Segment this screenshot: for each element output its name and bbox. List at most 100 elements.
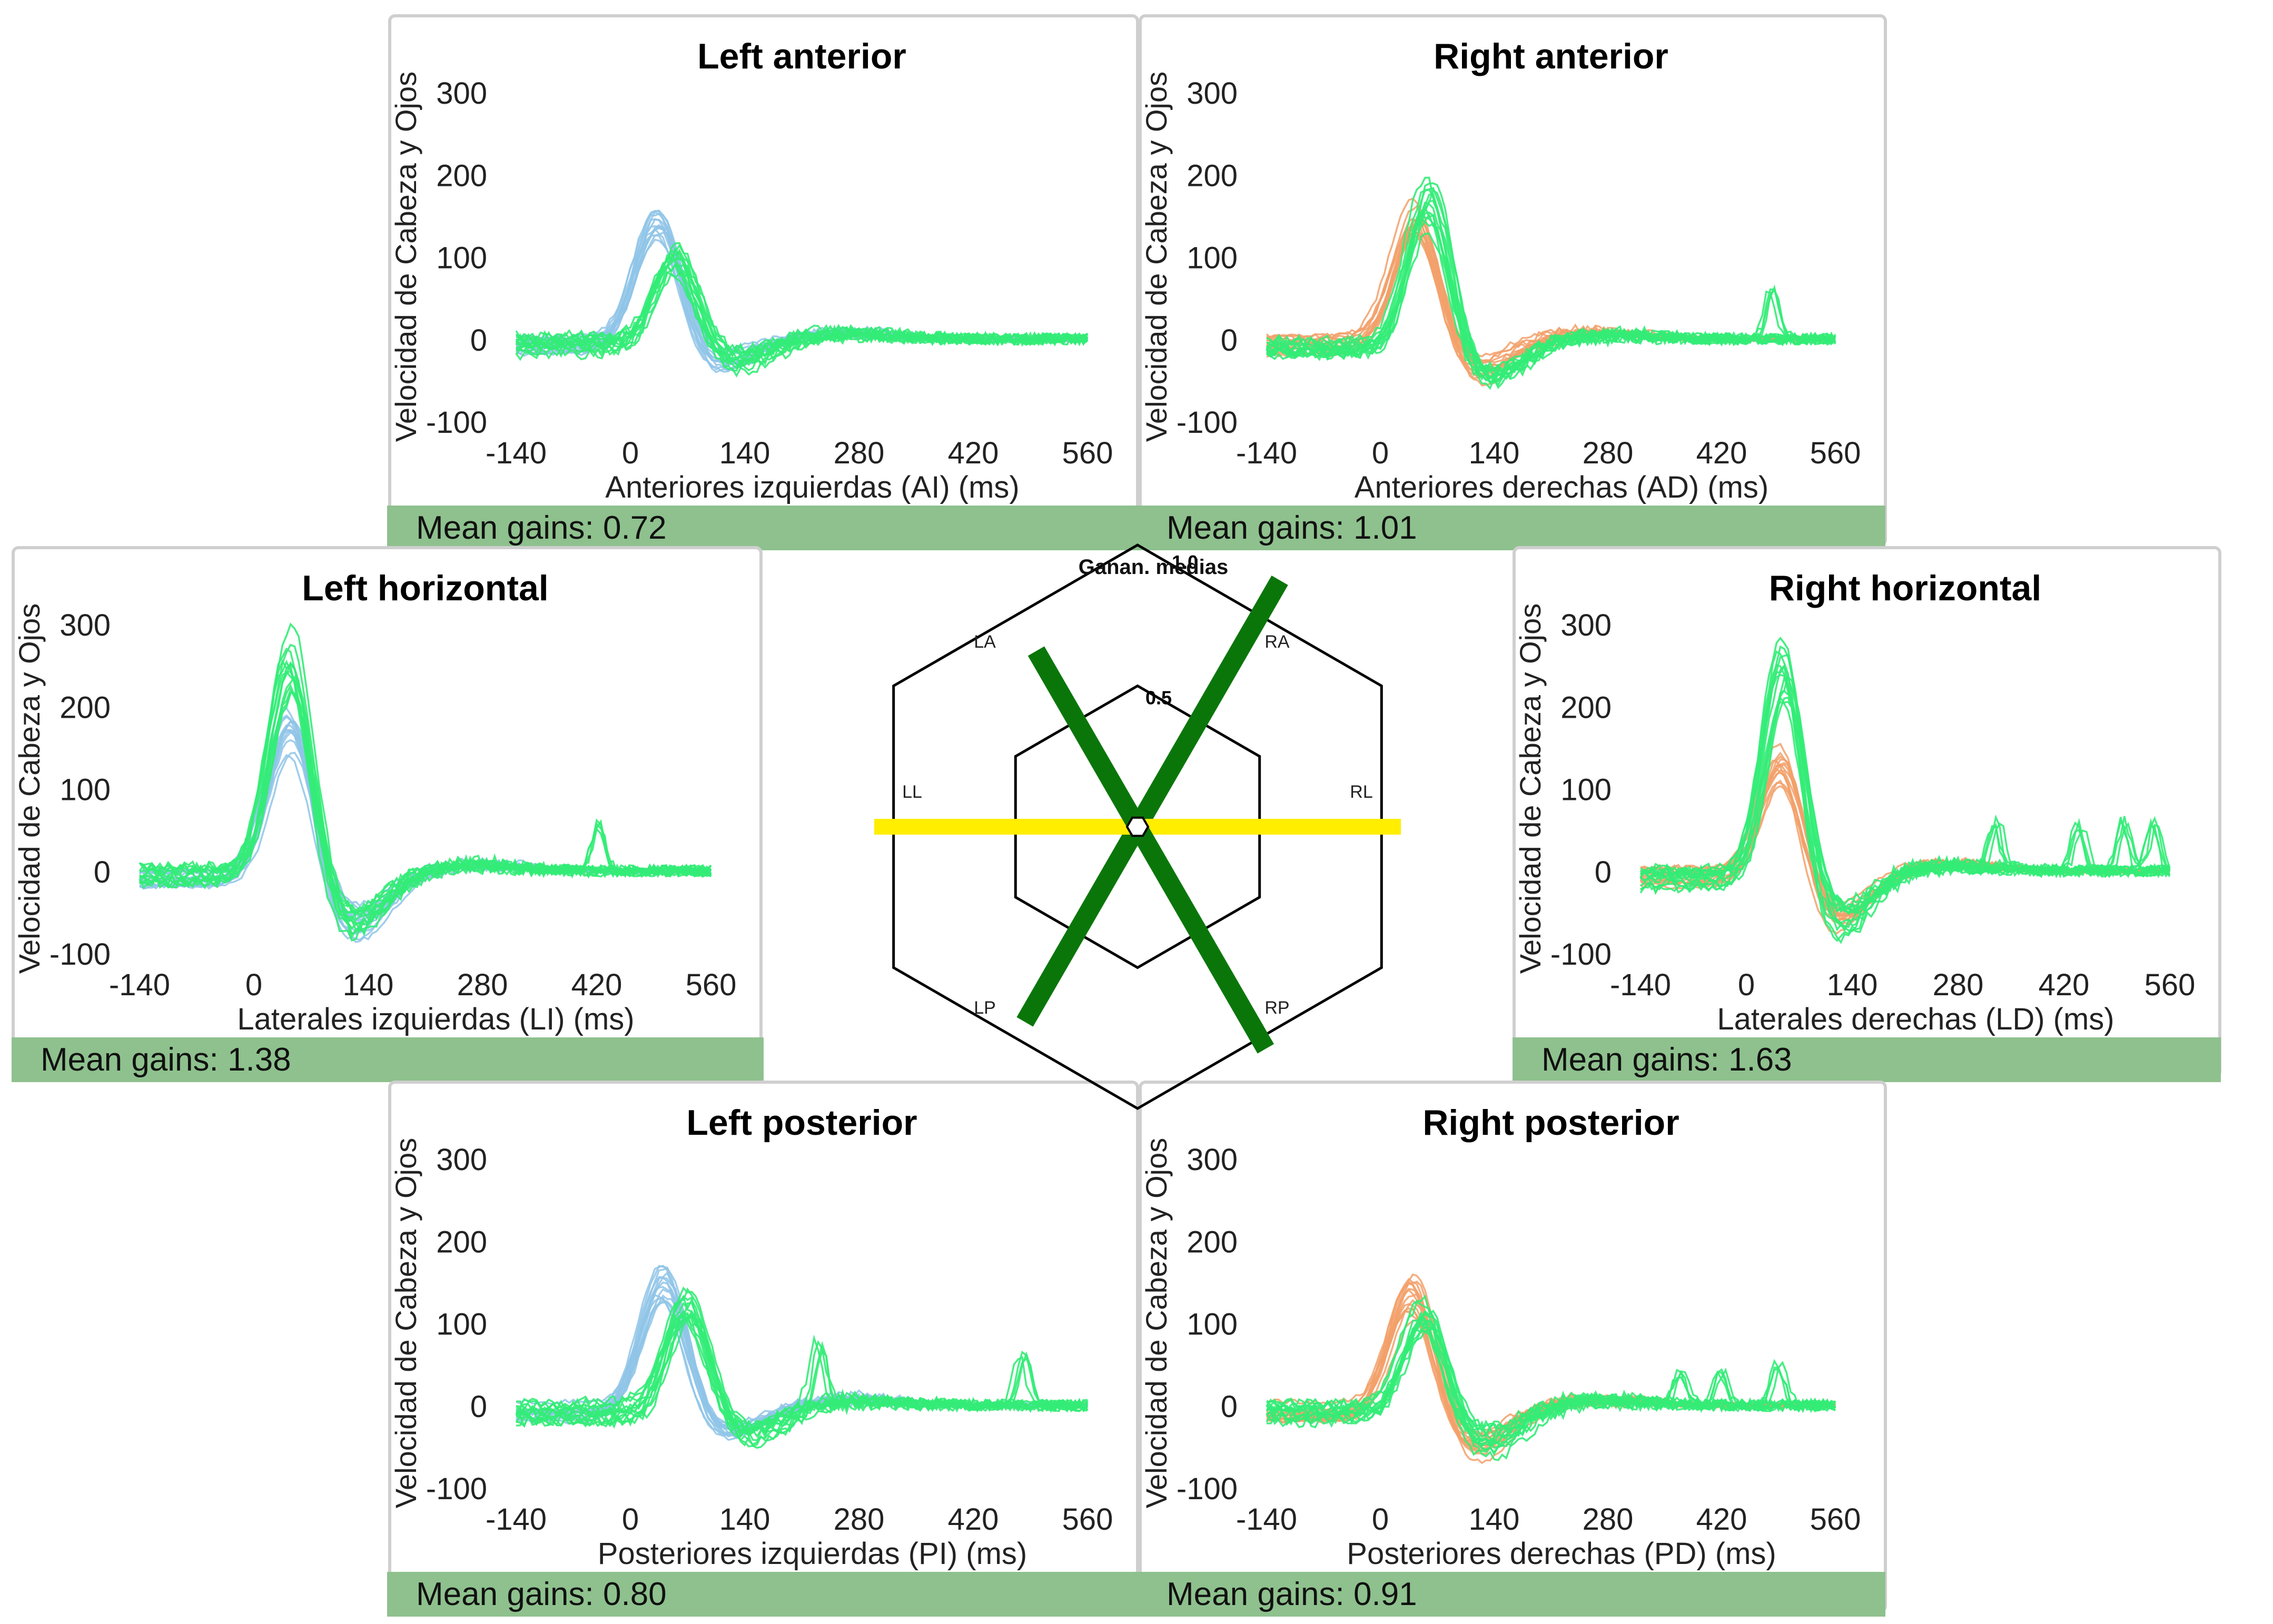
panel-right-horizontal-gain-bar bbox=[1513, 1037, 2221, 1082]
panel-left-posterior-ytick: 0 bbox=[470, 1390, 487, 1424]
radar-axis-label-ll: LL bbox=[902, 782, 922, 802]
panel-right-anterior-eye-trace bbox=[1266, 176, 1836, 385]
panel-left-anterior-ytick: 300 bbox=[436, 76, 487, 111]
panel-right-horizontal-xtick: 0 bbox=[1738, 968, 1755, 1002]
panel-left-anterior-gain-label: Mean gains: 0.72 bbox=[416, 510, 667, 546]
panel-right-posterior-gain-label: Mean gains: 0.91 bbox=[1167, 1576, 1417, 1612]
panel-left-posterior-traces bbox=[515, 1264, 1089, 1449]
panel-right-anterior-xtick: 0 bbox=[1372, 436, 1389, 470]
panel-right-horizontal-ytick: 300 bbox=[1560, 608, 1612, 642]
panel-left-horizontal-ytick: 300 bbox=[60, 608, 111, 642]
panel-left-anterior-ytick: 100 bbox=[436, 241, 487, 275]
radar-axis-label-ra: RA bbox=[1264, 632, 1290, 652]
radar-axis-label-rp: RP bbox=[1264, 998, 1289, 1018]
panel-left-posterior-ytick: 300 bbox=[436, 1143, 487, 1177]
radar-axis-label-la: LA bbox=[974, 632, 996, 652]
panel-left-horizontal-ylabel: Velocidad de Cabeza y Ojos bbox=[13, 603, 46, 974]
panel-left-horizontal-xtick: 0 bbox=[245, 968, 262, 1002]
panel-left-anterior-eye-trace bbox=[515, 264, 1088, 361]
panel-left-posterior-xtick: 140 bbox=[719, 1502, 770, 1537]
radar-ring bbox=[1014, 684, 1261, 969]
panel-right-posterior-ylabel: Velocidad de Cabeza y Ojos bbox=[1140, 1138, 1173, 1509]
panel-left-horizontal-ytick: -100 bbox=[50, 937, 111, 972]
panel-right-horizontal-xlabel: Laterales derechas (LD) (ms) bbox=[1717, 1002, 2114, 1036]
panel-left-anterior-ytick: -100 bbox=[426, 405, 487, 440]
panel-right-anterior-ytick: 300 bbox=[1187, 76, 1238, 111]
panel-left-anterior-ytick: 0 bbox=[470, 323, 487, 358]
radar-gain-bar-la bbox=[1027, 646, 1146, 831]
panel-right-anterior-ylabel: Velocidad de Cabeza y Ojos bbox=[1140, 72, 1173, 442]
panel-right-anterior-gain-label: Mean gains: 1.01 bbox=[1167, 510, 1417, 546]
panel-right-horizontal-xtick: 280 bbox=[1933, 968, 1984, 1002]
panel-left-anterior-traces bbox=[515, 210, 1089, 378]
panel-left-posterior-xtick: 560 bbox=[1062, 1502, 1113, 1537]
radar-axis-label-rl: RL bbox=[1350, 782, 1372, 802]
panel-right-horizontal-traces bbox=[1639, 636, 2171, 944]
panel-left-horizontal-eye-trace bbox=[139, 691, 711, 916]
panel-right-horizontal-ytick: -100 bbox=[1550, 937, 1612, 972]
panel-right-posterior-eye-trace bbox=[1266, 1330, 1836, 1447]
radar-ring bbox=[892, 543, 1383, 1110]
radar-title: Ganan. medias bbox=[1079, 556, 1229, 579]
panel-right-horizontal-title: Right horizontal bbox=[1769, 568, 2041, 608]
panel-left-posterior-eye-trace bbox=[516, 1309, 1089, 1439]
panel-right-posterior-xtick: 420 bbox=[1696, 1502, 1747, 1537]
panel-right-posterior-ytick: 200 bbox=[1187, 1225, 1238, 1259]
panel-right-horizontal-eye-trace bbox=[1639, 696, 2171, 916]
panel-left-anterior-ylabel: Velocidad de Cabeza y Ojos bbox=[389, 72, 422, 442]
panel-left-horizontal-title: Left horizontal bbox=[302, 568, 548, 608]
radar-axis-label-lp: LP bbox=[974, 998, 996, 1018]
panel-left-horizontal-ytick: 0 bbox=[94, 855, 111, 889]
panel-left-posterior-xtick: -140 bbox=[486, 1502, 547, 1537]
panel-right-anterior-xlabel: Anteriores derechas (AD) (ms) bbox=[1355, 470, 1768, 504]
panel-left-posterior-eye-trace bbox=[515, 1302, 1088, 1441]
panel-right-posterior-ytick: 0 bbox=[1221, 1390, 1238, 1424]
panel-right-horizontal-gain-label: Mean gains: 1.63 bbox=[1541, 1042, 1792, 1078]
radar-ring-label: 0.5 bbox=[1145, 687, 1172, 709]
panel-left-anterior-gain-bar bbox=[387, 506, 1138, 550]
panel-left-horizontal-ytick: 200 bbox=[60, 690, 111, 725]
panel-right-anterior-xtick: 560 bbox=[1810, 436, 1861, 470]
panel-right-posterior-gain-bar bbox=[1138, 1572, 1885, 1617]
panel-right-anterior-eye-trace bbox=[1266, 193, 1836, 383]
panel-left-anterior-xtick: 140 bbox=[719, 436, 770, 470]
panel-left-anterior-xtick: 420 bbox=[948, 436, 999, 470]
panel-right-anterior-xtick: -140 bbox=[1236, 436, 1297, 470]
panel-left-horizontal-xlabel: Laterales izquierdas (LI) (ms) bbox=[237, 1002, 634, 1036]
radar-chart: 1.0 0.5 RA RL RP LP LL LA Ganan. medias bbox=[874, 543, 1401, 1110]
panel-right-anterior-xtick: 140 bbox=[1469, 436, 1520, 470]
panel-right-anterior-title: Right anterior bbox=[1434, 36, 1668, 76]
panel-right-posterior-ytick: 100 bbox=[1187, 1308, 1238, 1342]
panel-right-horizontal-eye-trace bbox=[1640, 653, 2171, 913]
panel-left-posterior-gain-bar bbox=[387, 1572, 1138, 1617]
panel-right-horizontal-ytick: 0 bbox=[1595, 855, 1612, 889]
radar-ring-label: 1.0 bbox=[1172, 551, 1198, 573]
panel-left-anterior-xtick: 280 bbox=[834, 436, 885, 470]
panel-right-horizontal-xtick: 140 bbox=[1827, 968, 1878, 1002]
panel-right-posterior-title: Right posterior bbox=[1422, 1103, 1679, 1143]
panel-left-posterior-xtick: 420 bbox=[948, 1502, 999, 1537]
panel-left-horizontal-traces bbox=[139, 622, 712, 943]
panel-right-posterior-xtick: 140 bbox=[1469, 1502, 1520, 1537]
panel-right-horizontal-ylabel: Velocidad de Cabeza y Ojos bbox=[1514, 603, 1547, 974]
panel-left-anterior-xtick: 0 bbox=[622, 436, 639, 470]
panel-right-posterior-traces bbox=[1266, 1273, 1836, 1464]
panel-left-anterior-xlabel: Anteriores izquierdas (AI) (ms) bbox=[605, 470, 1019, 504]
panel-left-posterior-ytick: 100 bbox=[436, 1308, 487, 1342]
panel-right-posterior-xtick: -140 bbox=[1236, 1502, 1297, 1537]
panel-right-posterior-xlabel: Posteriores derechas (PD) (ms) bbox=[1347, 1537, 1776, 1571]
panel-left-anterior-xtick: 560 bbox=[1062, 436, 1113, 470]
panel-left-posterior-xtick: 0 bbox=[622, 1502, 639, 1537]
panel-right-anterior-ytick: -100 bbox=[1177, 405, 1238, 440]
panel-right-anterior-traces bbox=[1266, 176, 1836, 390]
panel-right-anterior-ytick: 0 bbox=[1221, 323, 1238, 358]
panel-left-posterior-gain-label: Mean gains: 0.80 bbox=[416, 1576, 667, 1612]
panel-left-anterior-ytick: 200 bbox=[436, 159, 487, 193]
panel-left-posterior-ylabel: Velocidad de Cabeza y Ojos bbox=[389, 1138, 422, 1509]
panel-right-horizontal-xtick: 420 bbox=[2039, 968, 2090, 1002]
panel-right-posterior-ytick: 300 bbox=[1187, 1143, 1238, 1177]
panel-left-horizontal-gain-label: Mean gains: 1.38 bbox=[41, 1042, 291, 1078]
panel-left-horizontal-xtick: 420 bbox=[571, 968, 622, 1002]
radar-center-marker bbox=[1125, 816, 1150, 837]
